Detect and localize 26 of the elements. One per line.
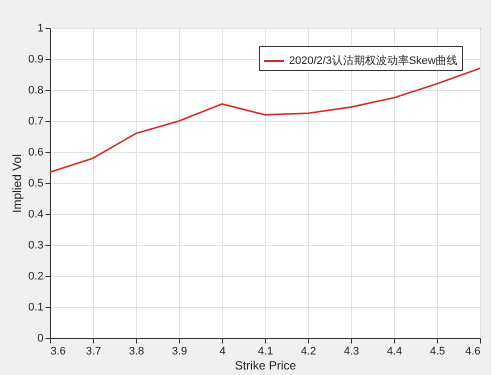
x-tick-label: 3.6 bbox=[50, 346, 66, 358]
x-axis-title: Strike Price bbox=[234, 358, 296, 372]
x-tick-label: 4.6 bbox=[465, 346, 480, 358]
line-series bbox=[49, 68, 481, 173]
y-axis-title: Implied Vol bbox=[10, 154, 24, 213]
y-tick-label: 1 bbox=[37, 22, 44, 34]
x-tick-label: 4.3 bbox=[344, 346, 360, 358]
y-tick-label: 0.6 bbox=[28, 146, 44, 158]
x-tick-label: 4.4 bbox=[386, 346, 402, 358]
x-tick-label: 3.8 bbox=[128, 346, 144, 358]
x-tick-label: 3.7 bbox=[86, 346, 102, 358]
y-tick-label: 0.5 bbox=[28, 178, 44, 190]
x-tick-label: 4 bbox=[219, 346, 226, 358]
y-tick-label: 0 bbox=[37, 332, 44, 344]
y-tick-label: 0.7 bbox=[28, 116, 44, 128]
y-tick-label: 0.4 bbox=[28, 208, 44, 220]
y-tick-label: 0.8 bbox=[28, 84, 44, 96]
y-tick-label: 0.2 bbox=[28, 270, 44, 282]
legend-label: 2020/2/3认沽期权波动率Skew曲线 bbox=[289, 54, 458, 67]
y-tick-label: 0.1 bbox=[28, 302, 44, 314]
x-tick-label: 4.2 bbox=[300, 346, 316, 358]
x-tick-label: 3.9 bbox=[172, 346, 188, 358]
y-tick-label: 0.9 bbox=[28, 54, 44, 66]
x-tick-label: 4.5 bbox=[430, 346, 446, 358]
y-tick-label: 0.3 bbox=[28, 240, 44, 252]
x-tick-label: 4.1 bbox=[258, 346, 274, 358]
